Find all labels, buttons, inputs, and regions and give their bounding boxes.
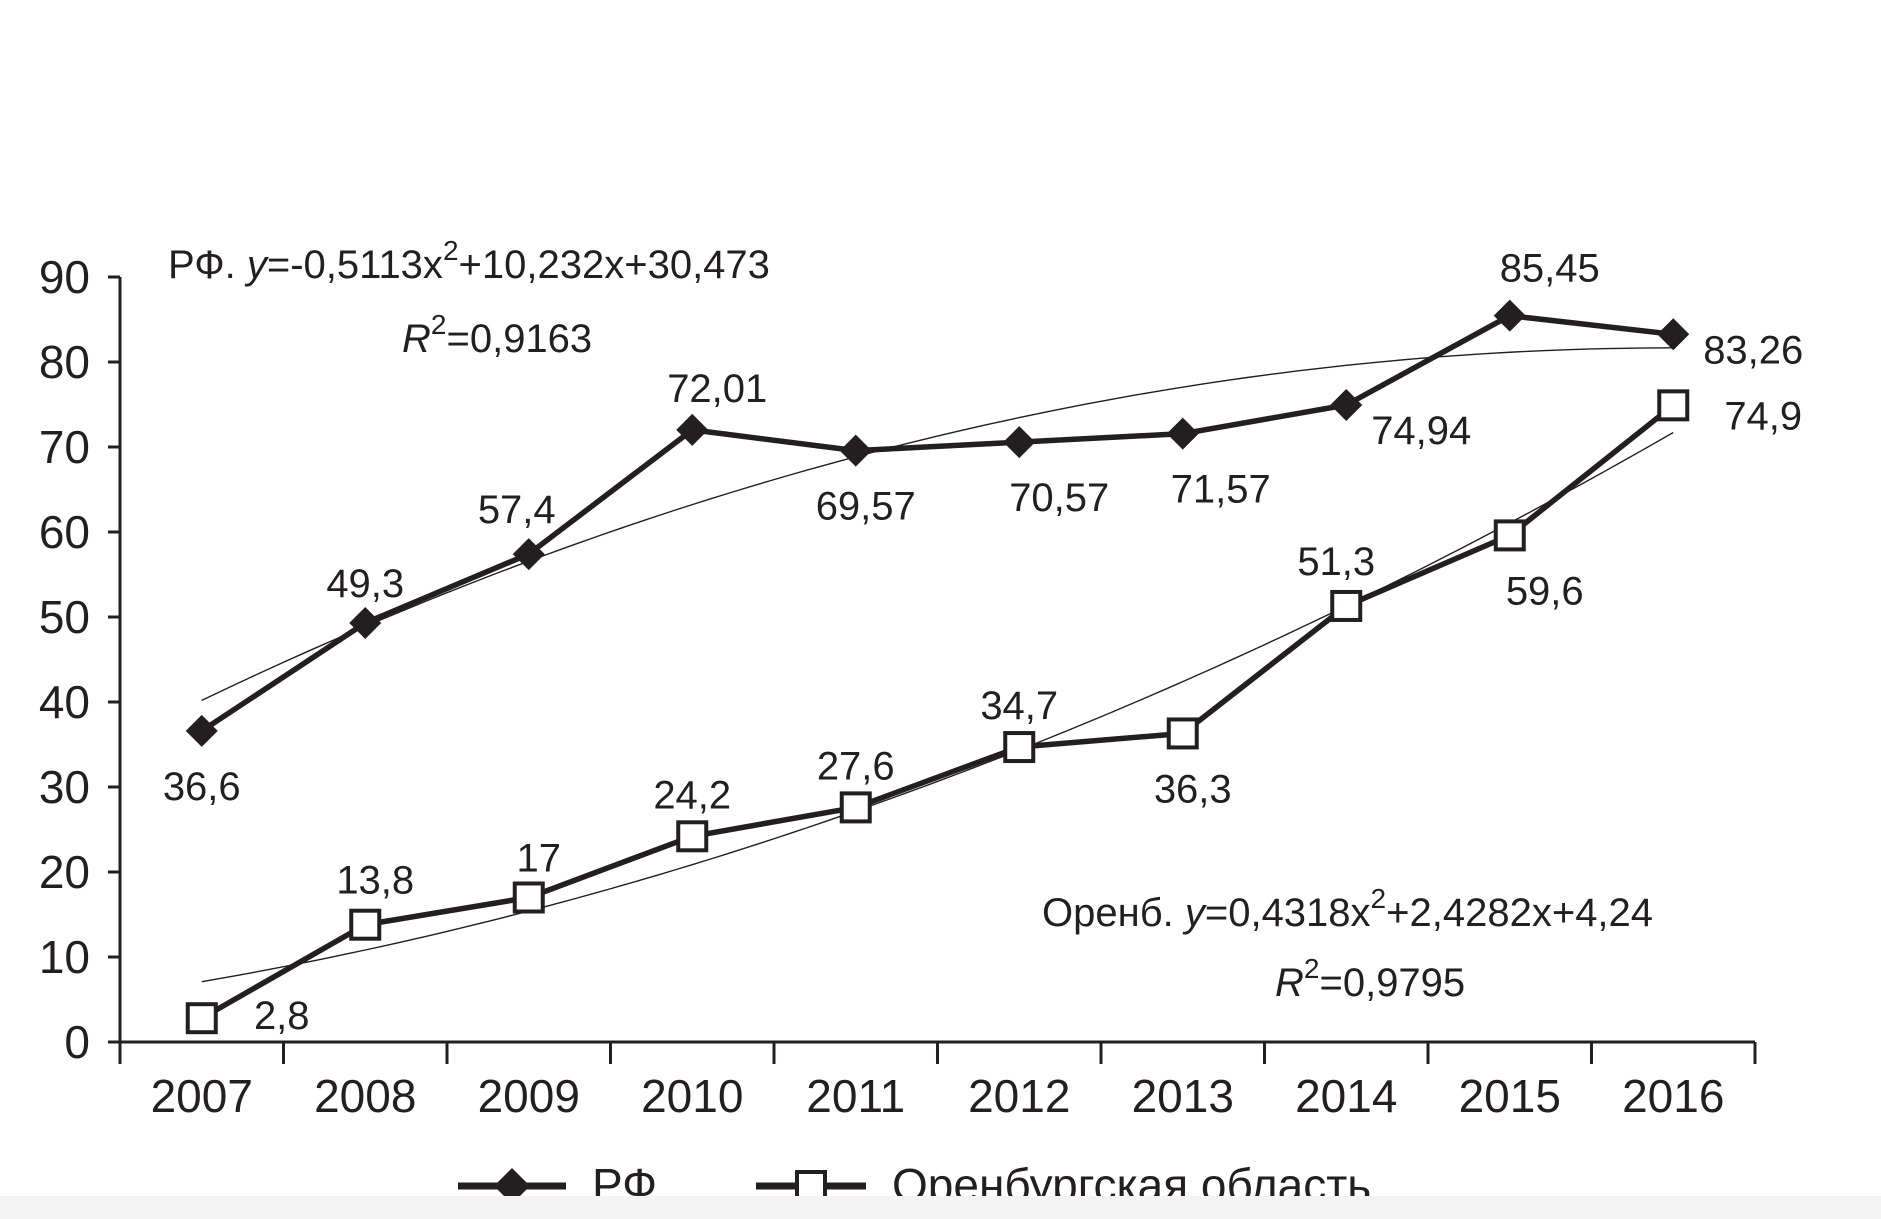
- data-label-rf: 83,26: [1703, 328, 1803, 372]
- data-label-rf: 70,57: [1009, 476, 1109, 520]
- data-point-rf: [185, 714, 218, 747]
- data-point-rf: [839, 434, 872, 467]
- x-tick-label: 2011: [806, 1070, 905, 1122]
- chart-axes: 0 10 20 30 40 50 60 70 80 90 2007 2008 2009 2010 2011 2…: [39, 251, 1757, 1122]
- orenburg-r-squared: R2=0,9795: [1275, 953, 1465, 1005]
- series-line-rf: [200, 312, 1674, 734]
- x-tick-label: 2015: [1459, 1070, 1561, 1122]
- series-line-orenburg: [200, 403, 1675, 1021]
- rf-trend-equation: РФ. y=-0,5113x2+10,232x+30,473: [168, 235, 770, 287]
- y-tick-label: 30: [39, 761, 90, 813]
- data-point-orenburg: [1166, 717, 1199, 750]
- data-label-rf: 74,94: [1371, 409, 1471, 453]
- data-point-orenburg: [1657, 389, 1690, 422]
- bottom-band: [0, 1196, 1881, 1219]
- data-label-rf: 49,3: [326, 562, 404, 606]
- rf-r-squared: R2=0,9163: [402, 309, 592, 361]
- series-lines: [200, 312, 1675, 1021]
- data-point-orenburg: [1330, 589, 1363, 622]
- x-tick-label: 2013: [1132, 1070, 1234, 1122]
- x-tick-label: 2014: [1295, 1070, 1397, 1122]
- data-point-rf: [1003, 426, 1036, 459]
- data-label-rf: 69,57: [816, 485, 916, 529]
- data-point-orenburg: [839, 791, 872, 824]
- data-point-rf: [1493, 299, 1526, 332]
- x-tick-label: 2016: [1622, 1070, 1724, 1122]
- y-tick-label: 20: [39, 846, 90, 898]
- x-tick-label: 2012: [968, 1070, 1070, 1122]
- data-label-orenburg: 13,8: [336, 859, 414, 903]
- data-label-orenburg: 74,9: [1724, 394, 1802, 438]
- x-tick-label: 2010: [641, 1070, 743, 1122]
- y-tick-label: 80: [39, 336, 90, 388]
- data-label-orenburg: 27,6: [817, 744, 895, 788]
- data-label-orenburg: 36,3: [1154, 767, 1232, 811]
- trendline-orenburg: [201, 431, 1674, 983]
- data-label-rf: 36,6: [163, 765, 241, 809]
- data-point-rf: [1330, 389, 1363, 422]
- data-label-rf: 57,4: [478, 488, 556, 532]
- data-label-orenburg: 51,3: [1297, 540, 1375, 584]
- data-label-orenburg: 34,7: [980, 684, 1058, 728]
- y-tick-label: 60: [39, 506, 90, 558]
- data-point-rf: [349, 606, 382, 639]
- x-tick-label: 2007: [151, 1070, 253, 1122]
- data-label-rf: 71,57: [1171, 468, 1271, 512]
- data-label-orenburg: 24,2: [653, 773, 731, 817]
- data-point-orenburg: [1003, 731, 1036, 764]
- data-label-orenburg: 17: [517, 837, 562, 881]
- y-tick-label: 10: [39, 931, 90, 983]
- data-labels: 36,6 49,3 57,4 72,01 69,57 70,57 71,57 74,94 85,…: [163, 247, 1803, 1039]
- series-markers: [185, 299, 1690, 1035]
- data-point-rf: [1166, 417, 1199, 450]
- legend-square-icon: [795, 1170, 827, 1202]
- data-point-rf: [676, 413, 709, 446]
- orenburg-trend-equation: Оренб. y=0,4318x2+2,4282x+4,24: [1042, 883, 1653, 935]
- data-point-rf: [512, 538, 545, 571]
- data-point-orenburg: [676, 820, 709, 853]
- data-label-rf: 72,01: [667, 367, 767, 411]
- y-tick-label: 90: [39, 251, 90, 303]
- data-label-rf: 85,45: [1500, 247, 1600, 291]
- data-point-orenburg: [1493, 519, 1526, 552]
- y-tick-label: 0: [64, 1016, 90, 1068]
- x-tick-label: 2008: [314, 1070, 416, 1122]
- x-tick-label: 2009: [478, 1070, 580, 1122]
- data-point-orenburg: [185, 1002, 218, 1035]
- data-point-orenburg: [349, 908, 382, 941]
- data-label-orenburg: 2,8: [254, 994, 310, 1038]
- data-point-orenburg: [512, 881, 545, 914]
- y-tick-label: 50: [39, 591, 90, 643]
- legend-diamond-icon: [494, 1168, 530, 1204]
- trendline-rf: [201, 347, 1674, 701]
- data-point-rf: [1657, 318, 1690, 351]
- y-tick-label: 40: [39, 676, 90, 728]
- data-label-orenburg: 59,6: [1506, 569, 1584, 613]
- y-tick-label: 70: [39, 421, 90, 473]
